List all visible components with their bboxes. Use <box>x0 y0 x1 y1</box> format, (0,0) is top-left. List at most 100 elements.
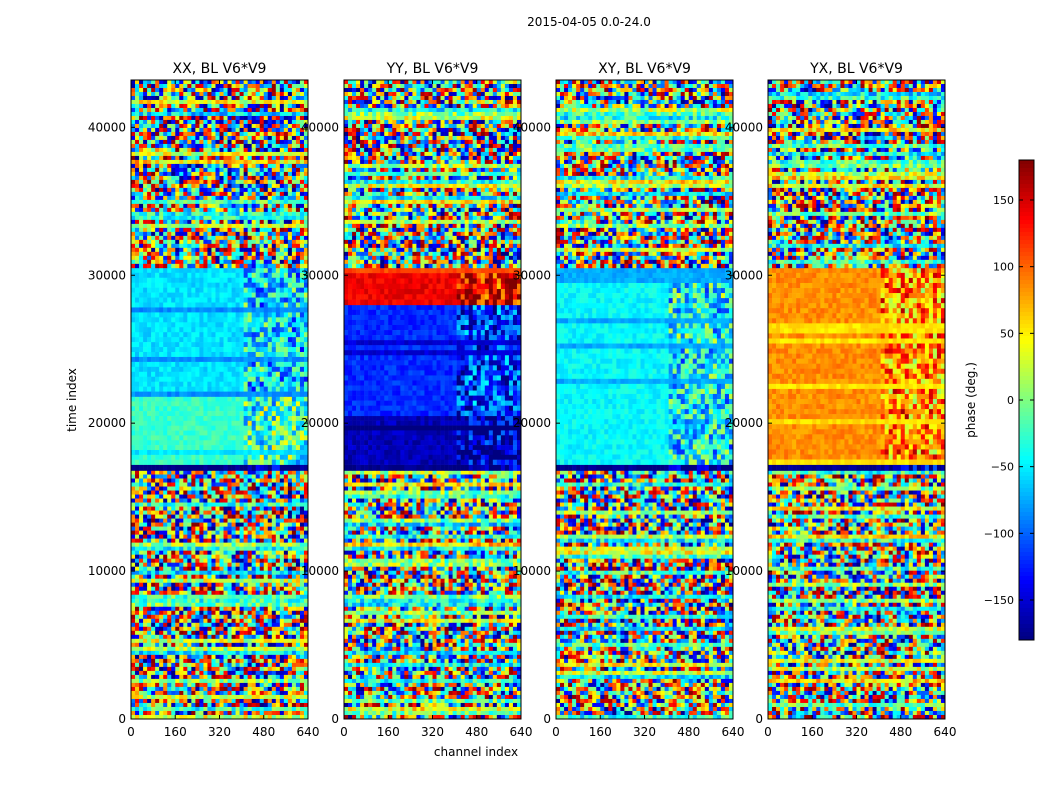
heatmap-cell <box>155 391 160 397</box>
heatmap-cell <box>131 714 136 720</box>
heatmap-cell <box>211 352 216 358</box>
heatmap-cell <box>203 618 208 624</box>
heatmap-cell <box>163 666 168 672</box>
heatmap-cell <box>163 642 168 648</box>
heatmap-cell <box>227 502 232 507</box>
heatmap-cell <box>175 670 180 676</box>
heatmap-cell <box>143 302 148 308</box>
heatmap-cell <box>143 80 148 85</box>
heatmap-cell <box>155 610 160 616</box>
heatmap-cell <box>271 459 277 465</box>
heatmap-cell <box>235 622 240 628</box>
heatmap-cell <box>275 322 281 328</box>
heatmap-cell <box>191 506 196 511</box>
heatmap-cell <box>159 450 164 456</box>
heatmap-cell <box>223 650 228 656</box>
heatmap-cell <box>271 317 277 323</box>
heatmap-cell <box>287 518 293 523</box>
heatmap-cell <box>179 445 184 451</box>
heatmap-cell <box>219 267 224 274</box>
heatmap-cell <box>179 435 184 441</box>
heatmap-cell <box>231 670 236 676</box>
heatmap-cell <box>223 506 228 511</box>
heatmap-cell <box>303 470 309 475</box>
heatmap-cell <box>163 590 168 596</box>
heatmap-cell <box>263 84 269 89</box>
heatmap-cell <box>303 292 309 298</box>
heatmap-cell <box>279 562 285 567</box>
heatmap-cell <box>155 267 160 274</box>
heatmap-cell <box>191 630 196 636</box>
heatmap-cell <box>287 578 293 584</box>
heatmap-cell <box>131 454 136 461</box>
heatmap-cell <box>155 498 160 503</box>
heatmap-cell <box>223 312 228 318</box>
heatmap-cell <box>195 84 200 89</box>
heatmap-cell <box>255 381 261 387</box>
heatmap-cell <box>139 514 144 519</box>
heatmap-cell <box>239 317 244 323</box>
heatmap-cell <box>131 277 136 283</box>
heatmap-cell <box>147 103 152 109</box>
heatmap-cell <box>247 602 252 608</box>
heatmap-cell <box>303 391 309 397</box>
heatmap-cell <box>183 415 188 422</box>
heatmap-cell <box>211 342 216 348</box>
heatmap-cell <box>215 347 220 353</box>
heatmap-cell <box>243 267 248 274</box>
heatmap-cell <box>175 710 180 716</box>
heatmap-cell <box>267 710 273 716</box>
heatmap-cell <box>143 670 148 676</box>
heatmap-cell <box>287 371 293 378</box>
heatmap-cell <box>243 91 248 97</box>
heatmap-cell <box>259 606 265 612</box>
heatmap-cell <box>199 690 204 696</box>
heatmap-cell <box>219 714 224 720</box>
heatmap-cell <box>239 103 244 109</box>
heatmap-cell <box>135 606 140 612</box>
heatmap-cell <box>235 650 240 656</box>
heatmap-cell <box>187 678 192 684</box>
heatmap-cell <box>171 622 176 628</box>
heatmap-cell <box>183 638 188 644</box>
heatmap-cell <box>267 690 273 696</box>
heatmap-cell <box>247 574 252 580</box>
heatmap-cell <box>211 550 216 555</box>
heatmap-cell <box>243 518 248 523</box>
heatmap-cell <box>167 292 172 298</box>
heatmap-cell <box>295 420 301 426</box>
heatmap-cell <box>279 606 285 612</box>
heatmap-cell <box>299 574 305 580</box>
heatmap-cell <box>199 115 204 121</box>
heatmap-cell <box>223 356 228 363</box>
heatmap-cell <box>199 312 204 318</box>
heatmap-cell <box>279 686 285 692</box>
heatmap-cell <box>167 690 172 696</box>
heatmap-cell <box>179 322 184 328</box>
heatmap-cell <box>139 494 144 499</box>
heatmap-cell <box>183 550 188 555</box>
heatmap-cell <box>183 411 188 417</box>
heatmap-cell <box>139 381 144 387</box>
heatmap-cell <box>275 646 281 652</box>
heatmap-cell <box>275 282 281 288</box>
heatmap-cell <box>287 272 293 279</box>
heatmap-cell <box>199 574 204 580</box>
heatmap-cell <box>283 352 289 358</box>
heatmap-cell <box>283 80 289 85</box>
heatmap-cell <box>259 486 265 491</box>
heatmap-cell <box>163 287 168 293</box>
heatmap-cell <box>187 534 192 539</box>
heatmap-cell <box>271 538 277 543</box>
heatmap-cell <box>231 690 236 696</box>
heatmap-cell <box>143 602 148 608</box>
heatmap-cell <box>135 630 140 636</box>
heatmap-cell <box>143 430 148 436</box>
heatmap-cell <box>243 445 248 451</box>
heatmap-cell <box>227 391 232 397</box>
heatmap-cell <box>211 702 216 708</box>
heatmap-cell <box>151 470 156 475</box>
heatmap-cell <box>167 646 172 652</box>
heatmap-cell <box>263 464 269 471</box>
heatmap-cell <box>227 287 232 293</box>
